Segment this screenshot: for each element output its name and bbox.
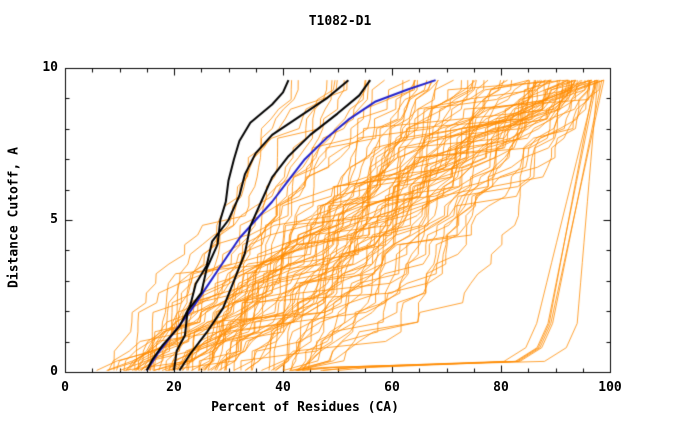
x-tick-label: 100 <box>598 380 622 395</box>
x-axis-label: Percent of Residues (CA) <box>211 400 399 415</box>
x-tick-label: 40 <box>275 380 291 395</box>
chart-title: T1082-D1 <box>308 14 372 29</box>
x-tick-label: 0 <box>61 380 69 395</box>
y-tick-label: 10 <box>42 60 58 75</box>
x-tick-label: 20 <box>166 380 182 395</box>
y-tick-label: 0 <box>50 364 58 379</box>
y-axis-label: Distance Cutoff, A <box>6 147 22 288</box>
y-tick-label: 5 <box>50 212 58 227</box>
x-tick-label: 80 <box>493 380 509 395</box>
x-tick-label: 60 <box>384 380 400 395</box>
